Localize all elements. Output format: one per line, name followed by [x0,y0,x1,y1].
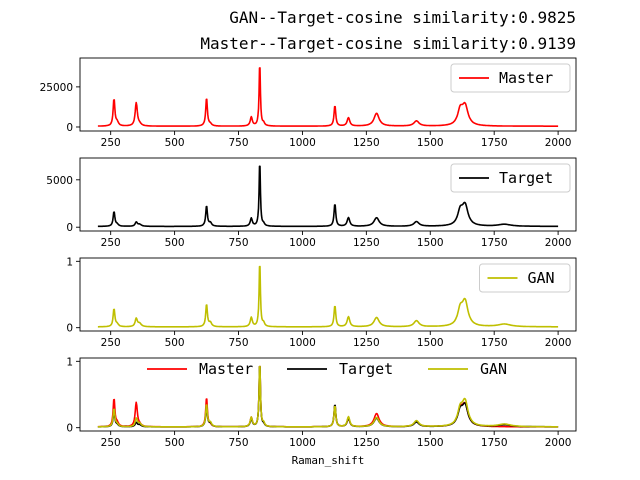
legend-box [479,263,571,293]
x-tick-label: 1750 [481,437,508,449]
x-tick-label: 500 [165,437,185,449]
legend-box [450,163,571,193]
x-tick-label: 250 [101,437,121,449]
y-tick-label: 0 [66,122,73,134]
y-tick-label: 0 [66,423,73,435]
x-axis-label: Raman_shift [292,454,365,467]
panel-4: 250 500 750 1000 1250 1500 1750 2000 0 1 Raman_shi… [66,356,577,467]
panel-2: 250 500 750 1000 1250 1500 1750 2000 0 5000 Target [46,157,577,249]
x-tick-label: 1250 [353,337,380,349]
x-tick-label: 750 [228,437,248,449]
x-tick-label: 250 [101,337,121,349]
x-tick-label: 2000 [545,337,572,349]
series-line-gan [97,365,559,428]
axes-frame [79,357,577,432]
x-tick-label: 750 [228,137,248,149]
x-tick-label: 750 [228,337,248,349]
x-tick-label: 2000 [545,137,572,149]
axes-frame [79,157,577,232]
x-tick-label: 2000 [545,237,572,249]
x-tick-label: 1000 [289,337,316,349]
x-tick-label: 1500 [417,337,444,349]
x-tick-label: 1000 [289,437,316,449]
x-tick-label: 1750 [481,237,508,249]
x-tick-label: 500 [165,137,185,149]
panel-3: 250 500 750 1000 1250 1500 1750 2000 0 1 GAN [66,256,577,349]
x-tick-label: 1500 [417,137,444,149]
series-line-gan [97,265,559,328]
y-tick-label: 1 [66,356,73,368]
legend-label-target: Target [499,169,553,187]
legend-label-target: Target [339,360,393,378]
x-tick-label: 1000 [289,237,316,249]
y-tick-label: 25000 [40,82,73,94]
x-tick-label: 1250 [353,137,380,149]
x-tick-label: 1750 [481,137,508,149]
x-tick-label: 1500 [417,237,444,249]
y-tick-label: 0 [66,222,73,234]
series-line-master [97,67,559,127]
panel-1: 250 500 750 1000 1250 1500 1750 2000 0 25000 Maste… [40,57,577,149]
x-tick-label: 250 [101,137,121,149]
figure-title-line-2: Master--Target-cosine similarity:0.9139 [200,34,576,53]
x-tick-label: 2000 [545,437,572,449]
legend-label-master: Master [499,69,553,87]
legend-box [450,63,571,93]
legend-label-master: Master [199,360,253,378]
x-tick-label: 1250 [353,237,380,249]
y-tick-label: 5000 [46,175,73,187]
x-tick-label: 1000 [289,137,316,149]
x-tick-label: 1250 [353,437,380,449]
legend-label-gan: GAN [528,269,555,287]
x-tick-label: 750 [228,237,248,249]
y-tick-label: 0 [66,323,73,335]
axes-frame [79,257,577,332]
series-line-target [97,165,559,228]
x-tick-label: 500 [165,237,185,249]
x-tick-label: 500 [165,337,185,349]
x-tick-label: 1500 [417,437,444,449]
axes-frame [79,57,577,132]
y-tick-label: 1 [66,256,73,268]
legend-label-gan: GAN [480,360,507,378]
x-tick-label: 1750 [481,337,508,349]
figure-title-line-1: GAN--Target-cosine similarity:0.9825 [229,8,576,27]
x-tick-label: 250 [101,237,121,249]
